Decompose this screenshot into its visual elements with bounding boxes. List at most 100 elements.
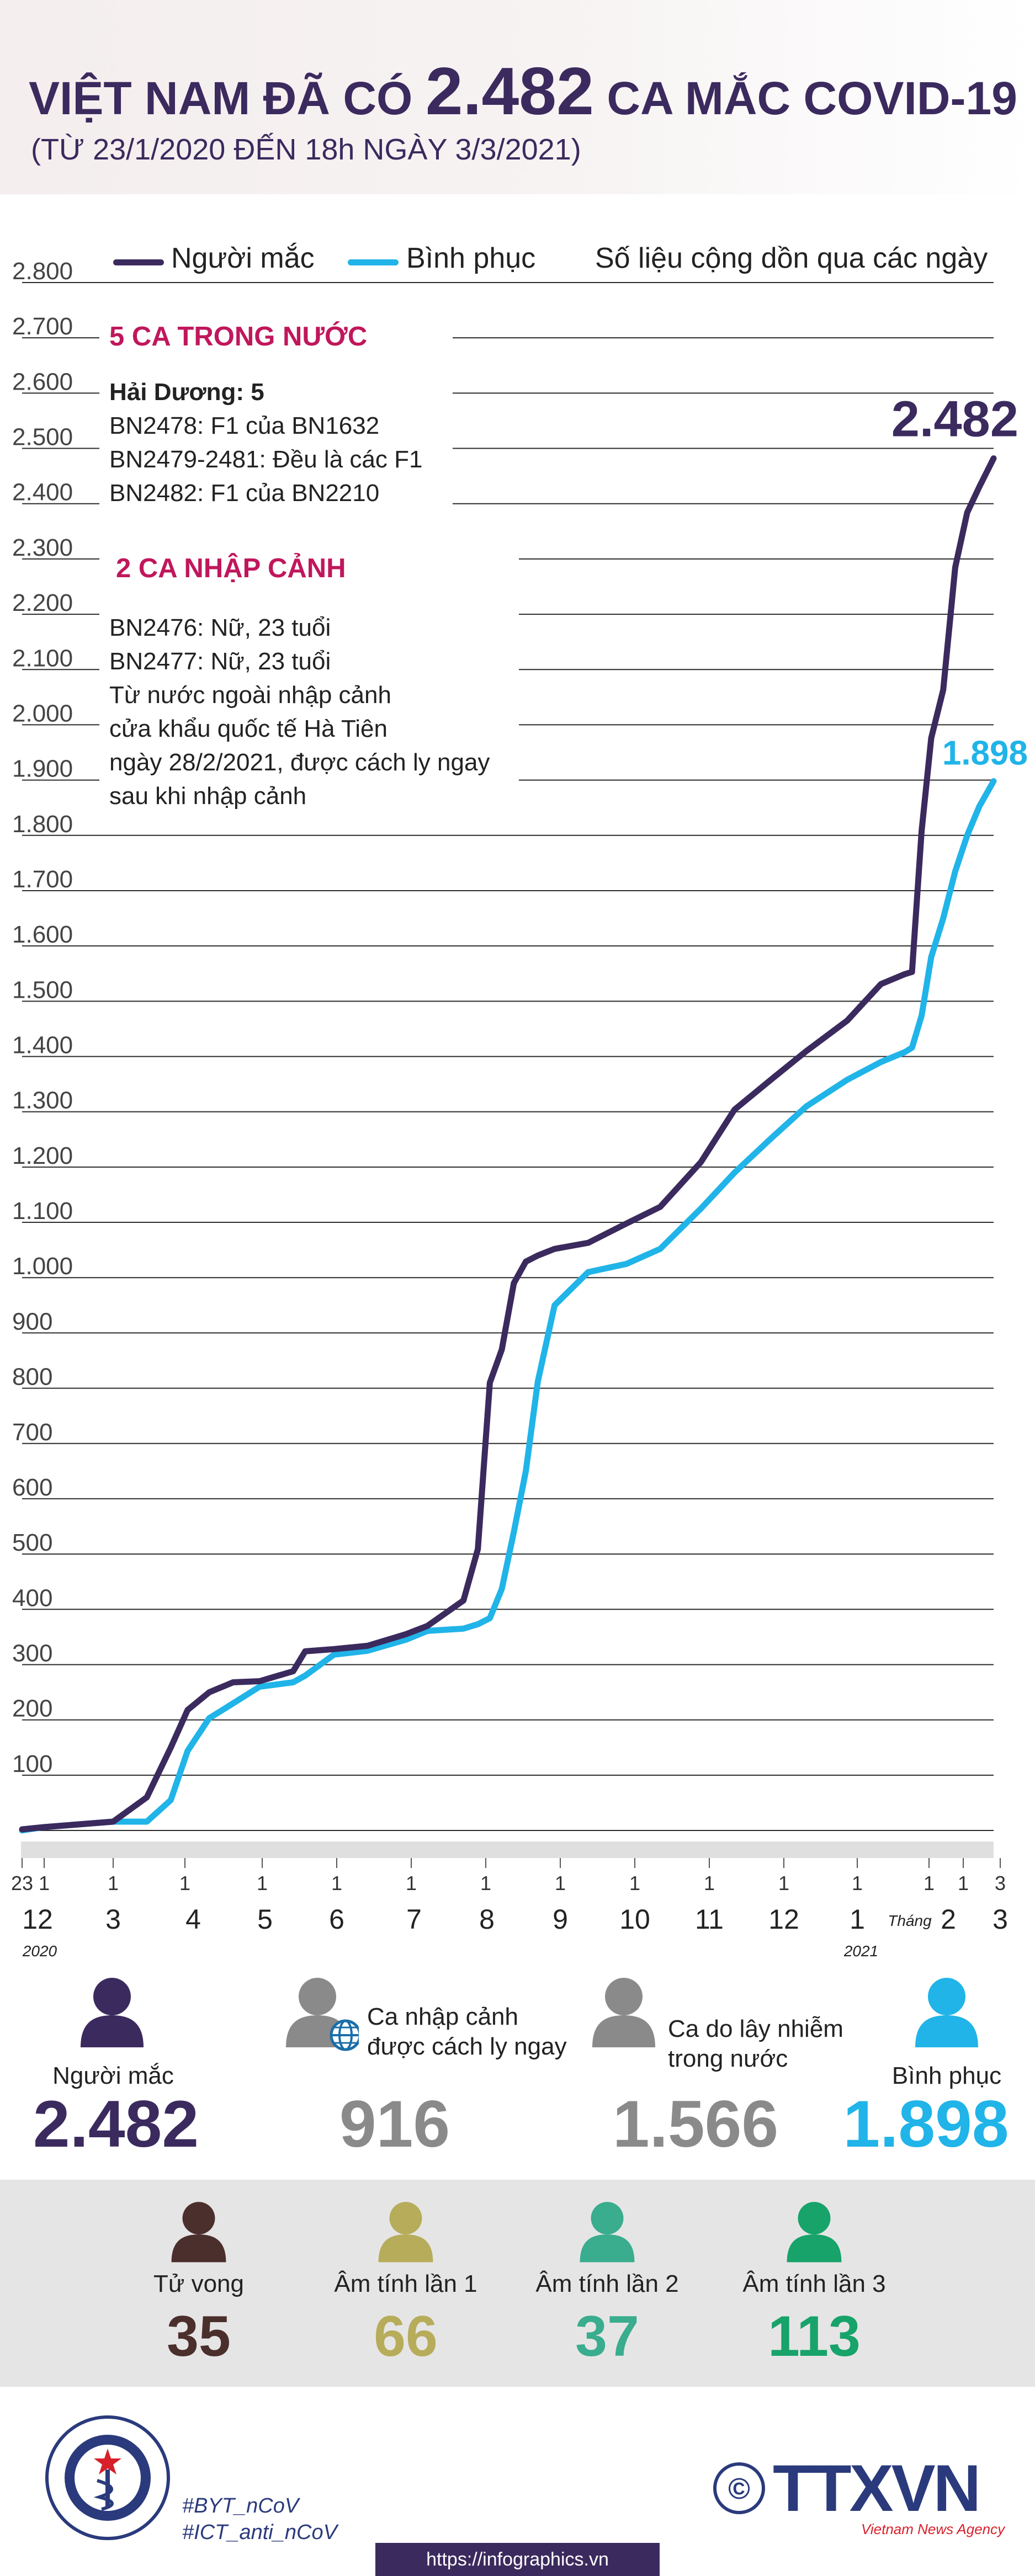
stat-label: Ca do lây nhiễm trong nước bbox=[668, 2015, 843, 2072]
annotation-domestic-bg bbox=[99, 309, 453, 519]
final-label-cases: 2.482 bbox=[891, 391, 1018, 448]
header-banner bbox=[0, 0, 1035, 194]
y-tick-label: 1.900 bbox=[12, 755, 73, 783]
x-tick-day: 1 bbox=[923, 1872, 935, 1894]
y-tick-bg bbox=[11, 702, 83, 724]
x-tick-month: 12 bbox=[22, 1904, 53, 1935]
y-tick-label: 200 bbox=[12, 1695, 52, 1722]
hashtag-ict: #ICT_anti_nCoV bbox=[182, 2521, 337, 2544]
x-tick-day: 1 bbox=[179, 1872, 190, 1894]
stat-value: 66 bbox=[374, 2304, 438, 2369]
x-tick-day: 1 bbox=[39, 1872, 50, 1894]
y-axis-ticks: 100 200 300 400 500 600 700 800 900 1.000 1.100 1.2… bbox=[11, 258, 83, 1777]
annotation-import-line: BN2476: Nữ, 23 tuổi bbox=[109, 614, 331, 641]
y-tick-label: 2.800 bbox=[12, 258, 73, 285]
stat-label: Ca nhập cảnh được cách ly ngay bbox=[367, 2003, 567, 2060]
y-tick-bg bbox=[11, 536, 83, 558]
stat-icon-wrap bbox=[571, 2195, 643, 2270]
person-icon bbox=[915, 1978, 978, 2047]
y-tick-bg bbox=[11, 979, 83, 1000]
y-tick-bg bbox=[11, 813, 83, 834]
stat-value: 35 bbox=[167, 2304, 231, 2369]
stat-icon-wrap bbox=[163, 2195, 235, 2270]
x-tick-month: 7 bbox=[406, 1904, 422, 1935]
y-tick-bg bbox=[11, 481, 83, 503]
stat-icon-wrap bbox=[778, 2195, 850, 2270]
legend-cases: Người mắc bbox=[171, 242, 315, 274]
y-tick-label: 900 bbox=[12, 1308, 52, 1335]
annotation-import-line: BN2477: Nữ, 23 tuổi bbox=[109, 648, 331, 675]
y-tick-label: 1.800 bbox=[12, 811, 73, 838]
y-tick-label: 400 bbox=[12, 1584, 52, 1611]
y-tick-bg bbox=[11, 1753, 83, 1774]
y-tick-bg bbox=[11, 868, 83, 890]
y-tick-label: 100 bbox=[12, 1750, 52, 1777]
y-tick-label: 2.300 bbox=[12, 534, 73, 561]
x-tick-day: 1 bbox=[108, 1872, 119, 1894]
stat-value: 2.482 bbox=[33, 2087, 199, 2161]
x-tick-month: 9 bbox=[553, 1904, 568, 1935]
x-tick-month: 5 bbox=[257, 1904, 273, 1935]
ministry-seal-icon bbox=[45, 2415, 170, 2540]
x-tick-month: 3 bbox=[992, 1904, 1008, 1935]
stat-label: Người mắc bbox=[52, 2062, 174, 2089]
annotation-domestic-line: BN2478: F1 của BN1632 bbox=[109, 412, 380, 439]
stat-value: 916 bbox=[339, 2087, 450, 2161]
x-tick-month: 10 bbox=[619, 1904, 650, 1935]
x-tick-year: 2020 bbox=[22, 1942, 57, 1959]
person-globe-icon bbox=[286, 1978, 362, 2051]
stat-label: Tử vong bbox=[153, 2270, 244, 2297]
stat-label: Âm tính lần 2 bbox=[535, 2270, 679, 2297]
x-tick-day: 1 bbox=[406, 1872, 417, 1894]
x-tick-day: 3 bbox=[995, 1872, 1006, 1894]
y-tick-bg bbox=[11, 1255, 83, 1277]
y-tick-label: 1.500 bbox=[12, 976, 73, 1003]
y-tick-label: 1.000 bbox=[12, 1253, 73, 1280]
x-tick-day: 1 bbox=[778, 1872, 789, 1894]
y-tick-bg bbox=[11, 1311, 83, 1332]
stat-label: Âm tính lần 3 bbox=[742, 2270, 886, 2297]
y-tick-label: 1.400 bbox=[12, 1032, 73, 1059]
annotation-import-line: Từ nước ngoài nhập cảnh bbox=[109, 682, 391, 709]
y-tick-label: 1.300 bbox=[12, 1087, 73, 1114]
y-tick-label: 300 bbox=[12, 1640, 52, 1667]
stat-value: 113 bbox=[768, 2304, 861, 2369]
y-tick-label: 800 bbox=[12, 1364, 52, 1391]
x-tick-month: 2 bbox=[941, 1904, 956, 1935]
page-title: VIỆT NAM ĐÃ CÓ 2.482 CA MẮC COVID-19 bbox=[29, 52, 1017, 130]
stat-label: Bình phục bbox=[891, 2062, 1002, 2089]
y-tick-bg bbox=[11, 1034, 83, 1056]
x-month-word: Tháng bbox=[888, 1912, 932, 1929]
person-icon bbox=[378, 2202, 433, 2263]
y-tick-label: 2.700 bbox=[12, 313, 73, 340]
person-icon bbox=[580, 2202, 635, 2263]
x-tick-day: 1 bbox=[704, 1872, 715, 1894]
y-tick-label: 1.100 bbox=[12, 1197, 73, 1225]
y-tick-label: 2.100 bbox=[12, 645, 73, 672]
y-tick-bg bbox=[11, 1532, 83, 1553]
stat-icon-wrap bbox=[582, 1970, 665, 2056]
footer-url[interactable]: https://infographics.vn bbox=[375, 2543, 660, 2576]
annotation-domestic-line: BN2479-2481: Đều là các F1 bbox=[109, 446, 423, 473]
y-tick-bg bbox=[11, 1697, 83, 1719]
y-tick-bg bbox=[11, 316, 83, 337]
x-tick-month: 6 bbox=[329, 1904, 344, 1935]
person-icon bbox=[787, 2202, 842, 2263]
page-subtitle: (TỪ 23/1/2020 ĐẾN 18h NGÀY 3/3/2021) bbox=[31, 133, 581, 166]
x-tick-day: 1 bbox=[629, 1872, 640, 1894]
hashtag-byt: #BYT_nCoV bbox=[182, 2494, 299, 2518]
person-icon bbox=[171, 2202, 226, 2263]
annotation-import-line: cửa khẩu quốc tế Hà Tiên bbox=[109, 715, 388, 742]
x-tick-day: 1 bbox=[555, 1872, 566, 1894]
y-tick-label: 700 bbox=[12, 1419, 52, 1446]
y-tick-bg bbox=[11, 1642, 83, 1664]
y-tick-bg bbox=[11, 260, 83, 281]
y-tick-label: 500 bbox=[12, 1529, 52, 1556]
stat-label: Âm tính lần 1 bbox=[334, 2270, 477, 2297]
series-line-recovered bbox=[19, 778, 997, 1834]
x-tick-day: 1 bbox=[480, 1872, 491, 1894]
x-tick-month: 8 bbox=[479, 1904, 495, 1935]
x-tick-month: 11 bbox=[695, 1904, 724, 1935]
annotation-domestic-sub: Hải Dương: 5 bbox=[109, 379, 264, 406]
